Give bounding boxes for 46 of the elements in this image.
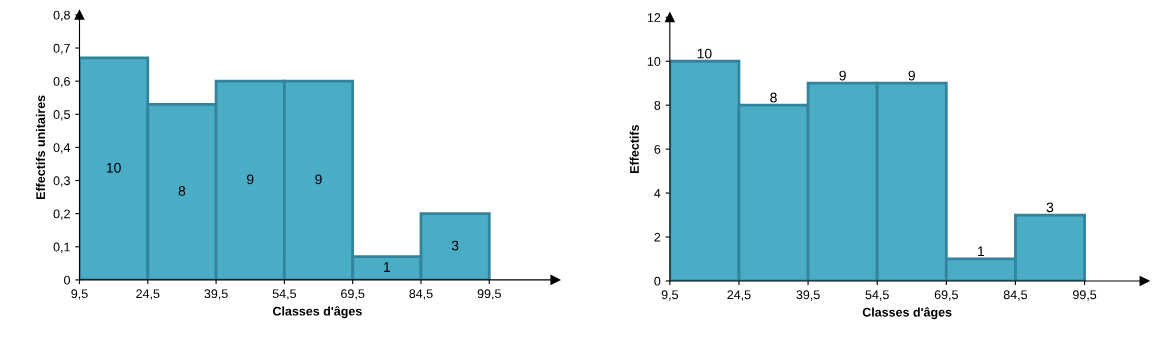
annotation: 8 <box>178 186 186 196</box>
x-tick-label: 9,5 <box>661 290 678 301</box>
y-tick-label: 0,8 <box>53 10 70 22</box>
y-tick-label: 0 <box>654 276 661 286</box>
y-tick-label: 4 <box>654 189 661 198</box>
y-tick-label: 0,1 <box>53 242 70 253</box>
y-tick-label: 0,5 <box>53 110 70 121</box>
y-tick-label: 0,7 <box>53 43 70 55</box>
annotation: 1 <box>384 262 390 272</box>
y-tick-label: 6 <box>654 144 661 154</box>
annotation: 9 <box>247 174 254 185</box>
y-axis-title: Effectifs <box>629 124 639 173</box>
x-axis-title: Classes d'âges <box>862 307 952 320</box>
data-label: 9 <box>908 70 915 81</box>
x-tick-label: 54,5 <box>272 289 297 300</box>
y-tick-label: 2 <box>654 232 661 242</box>
y-tick-label: 0,3 <box>53 176 70 187</box>
x-tick-label: 54,5 <box>865 290 889 301</box>
x-tick-label: 84,5 <box>409 289 433 300</box>
data-label: 8 <box>770 92 777 103</box>
x-tick-label: 69,5 <box>341 289 365 300</box>
y-tick-label: 0,4 <box>53 143 71 154</box>
data-label: 1 <box>978 246 985 257</box>
data-label: 3 <box>1046 202 1054 213</box>
y-axis-title: Effectifs unitaires <box>35 95 46 199</box>
x-tick-label: 99,5 <box>477 289 501 300</box>
x-tick-label: 84,5 <box>1003 290 1028 301</box>
x-tick-label: 39,5 <box>796 290 820 301</box>
y-tick-label: 0,2 <box>53 209 70 220</box>
y-tick-label: 12 <box>647 13 661 22</box>
y-tick-label: 0,6 <box>53 76 70 88</box>
x-axis-title: Classes d'âges <box>272 306 362 319</box>
x-tick-label: 69,5 <box>934 290 958 301</box>
annotation: 10 <box>106 162 121 173</box>
data-label: 10 <box>697 48 712 59</box>
x-tick-label: 39,5 <box>204 289 228 300</box>
x-tick-label: 99,5 <box>1072 290 1097 301</box>
data-label: 9 <box>839 70 846 81</box>
x-tick-label: 24,5 <box>727 290 751 301</box>
y-tick-label: 10 <box>647 57 661 66</box>
x-tick-label: 9,5 <box>71 289 88 300</box>
y-tick-label: 8 <box>654 100 661 110</box>
x-tick-label: 24,5 <box>136 289 160 300</box>
annotation: 9 <box>315 174 322 185</box>
annotation: 3 <box>451 240 459 251</box>
y-tick-label: 0 <box>64 275 70 285</box>
